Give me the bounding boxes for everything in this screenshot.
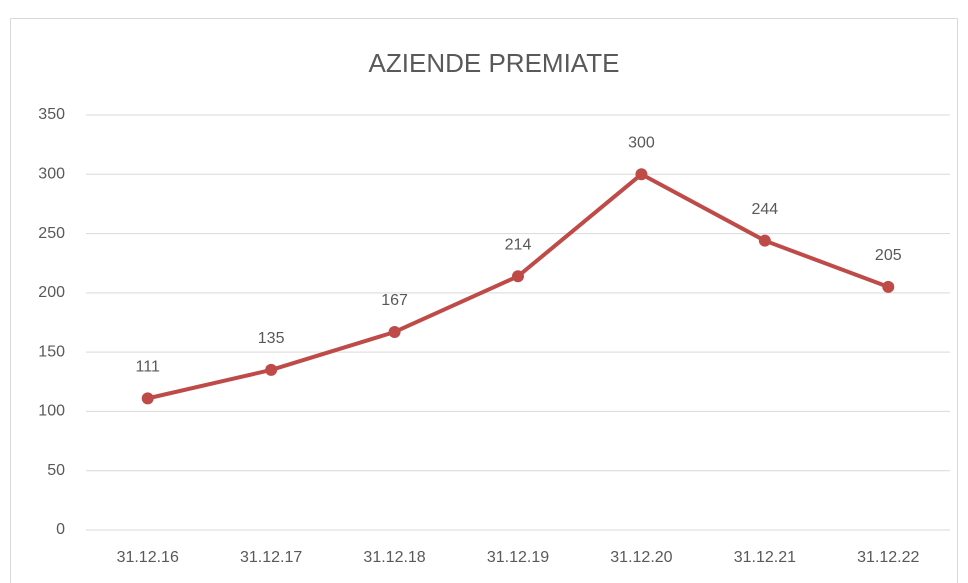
- x-tick-label: 31.12.16: [117, 549, 179, 566]
- chart-title: AZIENDE PREMIATE: [369, 48, 620, 78]
- x-tick-label: 31.12.19: [487, 549, 549, 566]
- data-label: 111: [136, 359, 160, 376]
- data-label: 135: [258, 330, 285, 347]
- marker: [635, 168, 648, 181]
- x-tick-label: 31.12.17: [240, 549, 302, 566]
- y-tick-label: 250: [38, 225, 65, 242]
- y-tick-label: 300: [38, 166, 65, 183]
- x-tick-label: 31.12.20: [610, 549, 672, 566]
- x-tick-label: 31.12.18: [363, 549, 425, 566]
- y-tick-label: 150: [38, 343, 65, 360]
- marker: [512, 270, 524, 283]
- marker: [141, 392, 154, 405]
- x-tick-label: 31.12.21: [734, 549, 796, 566]
- y-tick-label: 350: [38, 106, 65, 123]
- marker: [882, 280, 895, 293]
- data-label: 167: [381, 292, 408, 309]
- marker: [388, 325, 401, 338]
- y-tick-label: 100: [38, 403, 65, 420]
- data-label: 214: [505, 236, 532, 253]
- y-tick-label: 0: [56, 521, 65, 538]
- data-label: 300: [628, 135, 655, 152]
- y-tick-label: 50: [47, 462, 65, 479]
- marker: [265, 363, 278, 376]
- data-label: 205: [875, 247, 902, 264]
- chart-border: [10, 18, 958, 583]
- x-tick-label: 31.12.22: [857, 549, 919, 566]
- marker: [758, 234, 771, 247]
- data-label: 244: [752, 201, 779, 218]
- y-tick-label: 200: [38, 284, 65, 301]
